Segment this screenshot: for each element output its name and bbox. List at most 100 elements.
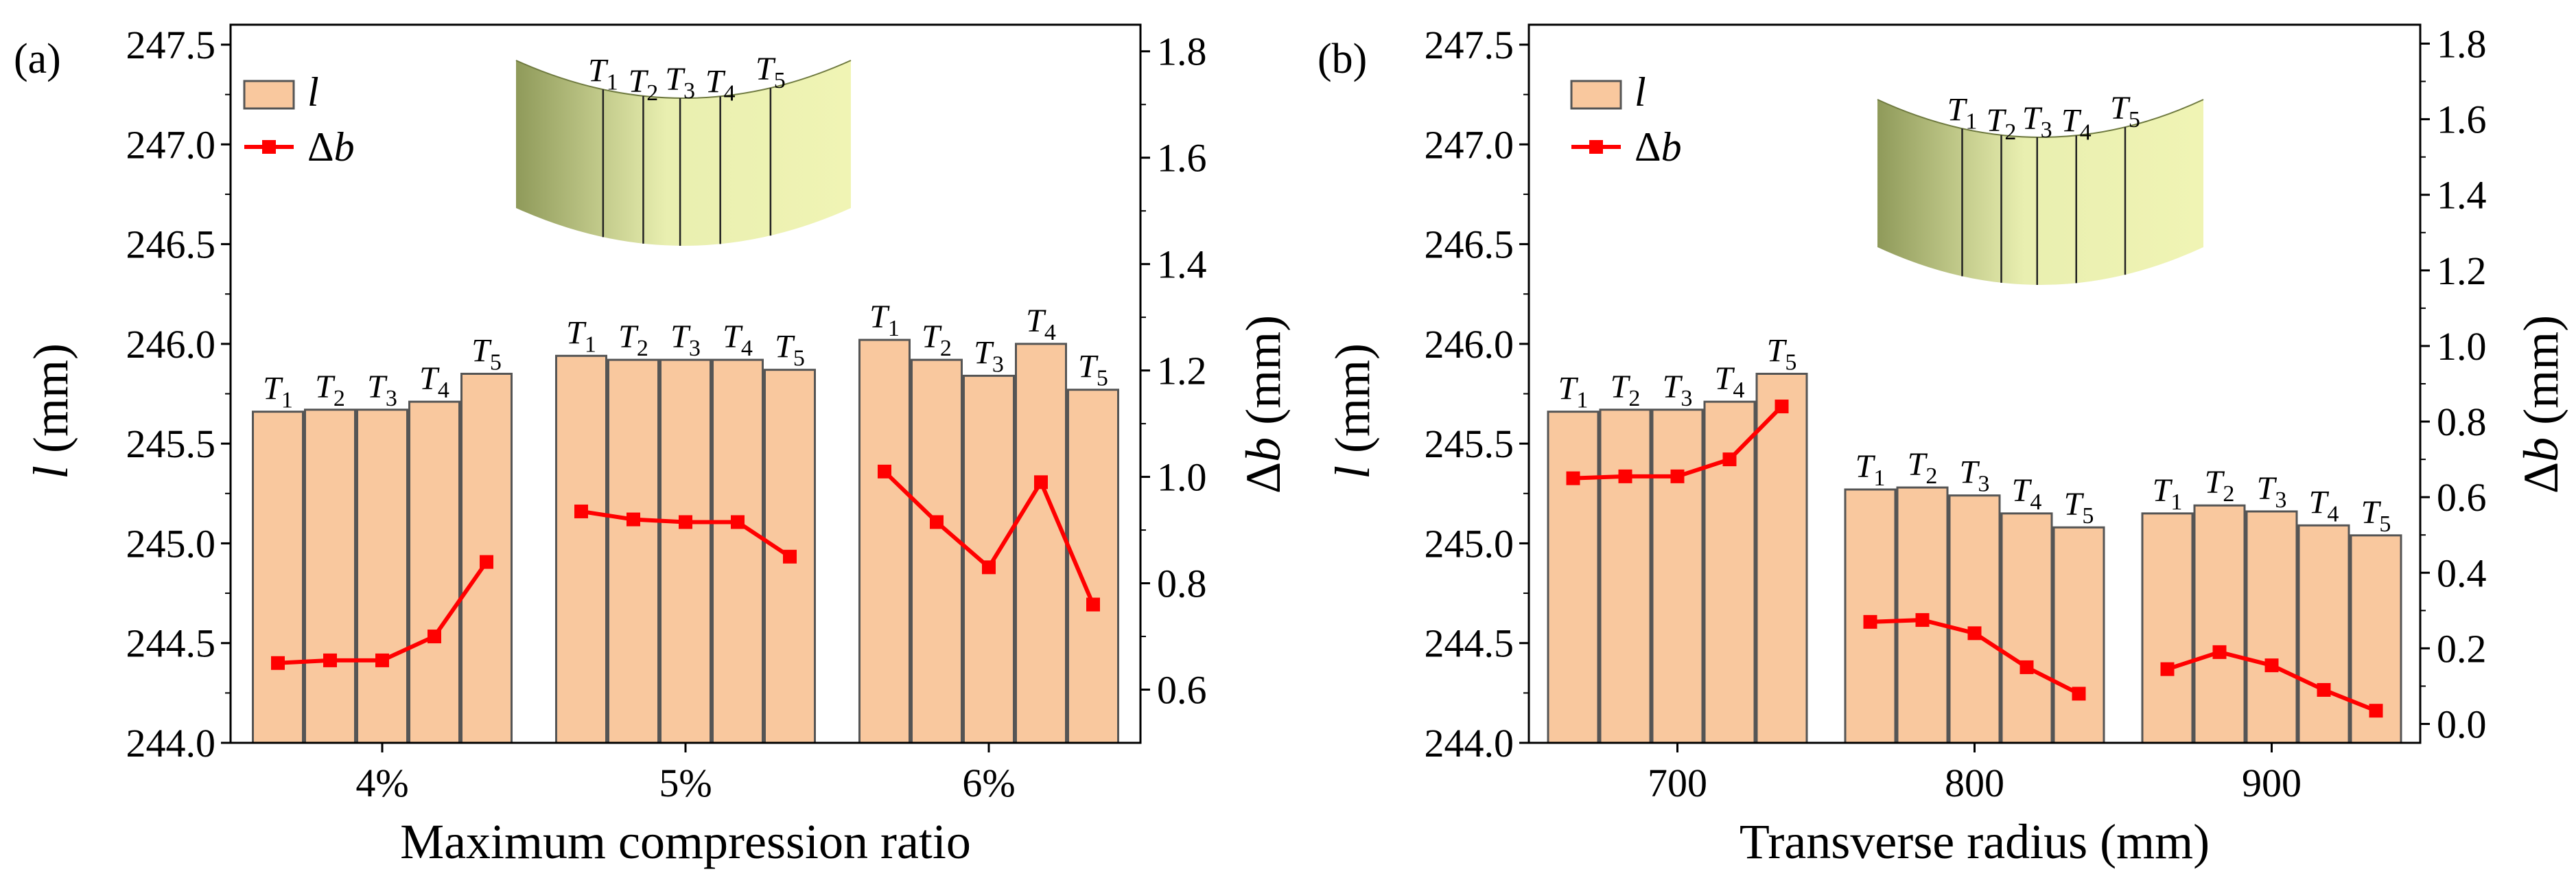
y-tick-label-left: 246.5 bbox=[1425, 222, 1514, 267]
y-tick-label-left: 246.0 bbox=[1425, 322, 1514, 367]
line-point-700-T1 bbox=[1566, 471, 1580, 485]
bar-label-t5: T5 bbox=[2361, 494, 2391, 537]
bar-label-t4: T4 bbox=[1026, 303, 1056, 345]
bar-800-T4 bbox=[2000, 512, 2053, 744]
inset-label-t5: T5 bbox=[2110, 90, 2140, 133]
line-point-5%-T3 bbox=[679, 515, 692, 529]
y-tick-label-right: 1.6 bbox=[2437, 97, 2487, 142]
y-tick-label-right: 1.6 bbox=[1157, 136, 1207, 181]
bar-700-T1 bbox=[1547, 411, 1600, 744]
y-tick-label-left: 245.5 bbox=[1425, 422, 1514, 466]
y-tick-label-left: 244.0 bbox=[1425, 721, 1514, 765]
y-tick-label-right: 0.2 bbox=[2437, 626, 2487, 671]
legend-swatch-marker bbox=[262, 140, 276, 154]
bar-label-t5: T5 bbox=[1078, 349, 1108, 391]
line-point-4%-T5 bbox=[480, 555, 493, 569]
bar-800-T5 bbox=[2052, 526, 2105, 744]
bar-5%-T1 bbox=[555, 354, 607, 744]
line-point-4%-T3 bbox=[375, 653, 389, 667]
bar-6%-T1 bbox=[858, 338, 911, 744]
bar-700-T3 bbox=[1651, 408, 1704, 744]
x-axis-title: Maximum compression ratio bbox=[400, 814, 971, 869]
line-point-900-T5 bbox=[2369, 704, 2383, 718]
bar-900-T4 bbox=[2297, 524, 2350, 744]
legend-label-bar: l bbox=[307, 69, 319, 115]
x-tick-label: 6% bbox=[962, 761, 1015, 805]
y-tick-label-right: 0.8 bbox=[1157, 562, 1207, 606]
y-tick-label-left: 247.0 bbox=[126, 122, 216, 167]
legend-swatch-marker bbox=[1589, 140, 1603, 154]
legend: l Δb bbox=[1570, 69, 1682, 170]
line-point-800-T1 bbox=[1863, 614, 1877, 629]
bar-4%-T2 bbox=[304, 408, 356, 744]
line-point-800-T4 bbox=[2019, 660, 2034, 674]
line-point-5%-T5 bbox=[783, 549, 797, 564]
line-point-800-T5 bbox=[2072, 687, 2086, 701]
bar-label-t2: T2 bbox=[922, 319, 952, 361]
line-point-5%-T1 bbox=[574, 504, 588, 518]
inset-label-t3: T3 bbox=[665, 61, 695, 104]
y-tick-label-left: 244.5 bbox=[126, 621, 216, 666]
bar-label-t2: T2 bbox=[1611, 369, 1641, 411]
inset-label-t3: T3 bbox=[2022, 100, 2052, 143]
y-tick-label-left: 247.5 bbox=[126, 23, 216, 67]
line-point-6%-T3 bbox=[982, 560, 996, 575]
y-tick-label-right: 1.8 bbox=[1157, 30, 1207, 74]
line-point-900-T1 bbox=[2160, 662, 2175, 676]
line-point-6%-T2 bbox=[930, 515, 944, 529]
panel-label: (a) bbox=[14, 36, 61, 82]
bar-label-t5: T5 bbox=[775, 329, 805, 371]
y-axis-title-left: l (mm) bbox=[23, 343, 78, 479]
x-tick-label: 700 bbox=[1648, 761, 1707, 805]
bar-label-t1: T1 bbox=[869, 299, 900, 341]
y-axis-title-right: Δb (mm) bbox=[2514, 315, 2568, 494]
y-tick-label-right: 0.0 bbox=[2437, 702, 2487, 746]
x-tick-label: 800 bbox=[1945, 761, 2004, 805]
bar-label-t4: T4 bbox=[2012, 472, 2042, 515]
y-tick-label-left: 245.0 bbox=[1425, 521, 1514, 566]
y-tick-label-right: 1.2 bbox=[2437, 249, 2487, 293]
bar-5%-T4 bbox=[712, 358, 764, 744]
y-tick-label-right: 1.2 bbox=[1157, 349, 1207, 393]
legend-label-line: Δb bbox=[307, 124, 355, 170]
line-point-5%-T2 bbox=[627, 512, 640, 527]
bar-label-t1: T1 bbox=[1855, 448, 1886, 491]
bar-5%-T2 bbox=[607, 358, 659, 744]
y-tick-label-left: 246.0 bbox=[126, 322, 216, 367]
bar-6%-T2 bbox=[911, 358, 963, 744]
line-point-5%-T4 bbox=[731, 515, 745, 529]
bar-label-t2: T2 bbox=[1908, 446, 1938, 489]
bar-label-t2: T2 bbox=[315, 369, 345, 411]
legend-label-line: Δb bbox=[1635, 124, 1682, 170]
inset-label-t1: T1 bbox=[1947, 91, 1978, 134]
bar-label-t1: T1 bbox=[2153, 472, 2183, 515]
y-tick-label-right: 1.0 bbox=[2437, 324, 2487, 369]
y-tick-label-left: 247.5 bbox=[1425, 23, 1514, 67]
bar-700-T5 bbox=[1755, 372, 1808, 744]
line-point-700-T3 bbox=[1670, 469, 1685, 483]
line-point-6%-T4 bbox=[1034, 475, 1048, 489]
bar-900-T3 bbox=[2245, 510, 2298, 744]
line-point-800-T2 bbox=[1915, 613, 1930, 627]
bar-900-T2 bbox=[2193, 504, 2246, 744]
bar-label-t4: T4 bbox=[2309, 484, 2339, 527]
line-point-900-T2 bbox=[2212, 645, 2227, 659]
surface-edge bbox=[515, 60, 852, 99]
x-axis-title: Transverse radius (mm) bbox=[1740, 814, 2210, 869]
bar-label-t3: T3 bbox=[974, 334, 1004, 377]
bar-6%-T4 bbox=[1015, 343, 1067, 744]
bar-900-T1 bbox=[2141, 512, 2194, 744]
y-tick-label-left: 247.0 bbox=[1425, 122, 1514, 167]
bar-800-T3 bbox=[1948, 494, 2001, 744]
bar-label-t1: T1 bbox=[1558, 371, 1589, 413]
legend-swatch-bar bbox=[243, 80, 295, 110]
legend-swatch-bar bbox=[1570, 80, 1622, 110]
bar-4%-T4 bbox=[408, 400, 460, 744]
surface-edge bbox=[1877, 99, 2204, 138]
y-tick-label-left: 245.0 bbox=[126, 521, 216, 566]
line-point-4%-T4 bbox=[428, 630, 441, 644]
